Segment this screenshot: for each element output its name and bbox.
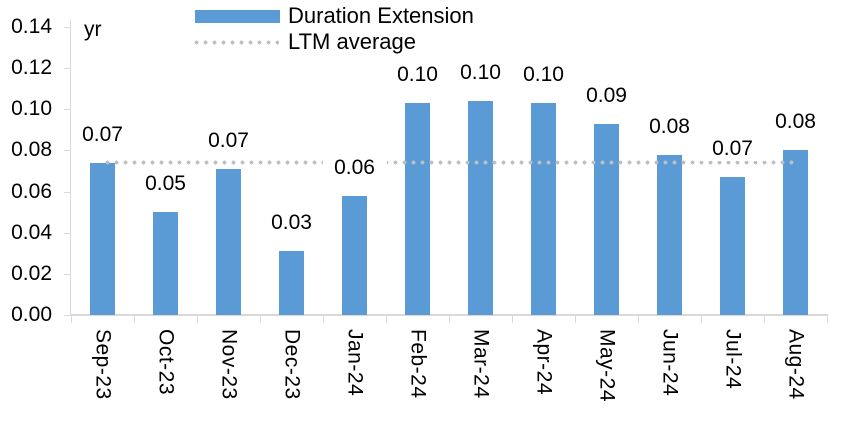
y-axis-tick-label: 0.02 [11, 261, 52, 285]
legend-bar-swatch [195, 9, 280, 23]
bar-apr-24 [531, 103, 556, 315]
y-axis-tick-label: 0.04 [11, 220, 52, 244]
bar-dec-23 [279, 251, 304, 315]
y-axis-tick-mark [64, 273, 71, 275]
bar-value-label: 0.07 [70, 122, 135, 147]
x-axis-category-label: Jan-24 [343, 329, 367, 397]
x-axis-tick-mark [134, 315, 135, 323]
y-axis-tick-mark [64, 150, 71, 152]
bar-mar-24 [468, 101, 493, 315]
x-axis-category-label: Jul-24 [721, 329, 745, 390]
bar-value-label: 0.08 [637, 114, 702, 139]
y-axis-tick-mark [64, 191, 71, 193]
x-axis-category-label: Jun-24 [658, 329, 682, 397]
y-axis-tick-mark [64, 109, 71, 111]
bar-jun-24 [657, 154, 682, 315]
y-axis-tick-label: 0.08 [11, 138, 52, 162]
legend-label-duration-extension: Duration Extension [288, 3, 474, 28]
ltm-average-line [102, 160, 796, 166]
y-axis-line [70, 20, 71, 315]
x-axis-category-label: Dec-23 [280, 329, 304, 400]
bar-value-label: 0.10 [385, 63, 450, 88]
bar-value-label: 0.03 [259, 211, 324, 236]
bar-oct-23 [153, 212, 178, 315]
bar-aug-24 [783, 150, 808, 315]
x-axis-category-label: Sep-23 [91, 329, 115, 400]
bar-sep-23 [90, 162, 115, 315]
x-axis-tick-mark [197, 315, 198, 323]
bar-value-label: 0.06 [322, 155, 387, 180]
bar-value-label: 0.09 [574, 83, 639, 108]
y-axis-tick-label: 0.14 [11, 15, 52, 38]
x-axis-category-label: Apr-24 [532, 329, 556, 396]
x-axis-category-label: Feb-24 [406, 329, 430, 399]
y-axis-unit-label: yr [84, 18, 102, 41]
bar-jul-24 [720, 177, 745, 315]
y-axis-tick-mark [64, 68, 71, 70]
legend-line-swatch [192, 39, 279, 45]
x-axis-tick-mark [449, 315, 450, 323]
x-axis-tick-mark [386, 315, 387, 323]
x-axis-tick-mark [260, 315, 261, 323]
x-axis-tick-mark [701, 315, 702, 323]
bar-value-label: 0.10 [511, 63, 576, 88]
x-axis-tick-mark [575, 315, 576, 323]
x-axis-tick-mark [512, 315, 513, 323]
y-axis-tick-mark [64, 232, 71, 234]
x-axis-category-label: Mar-24 [469, 329, 493, 399]
y-axis-tick-mark [64, 315, 71, 316]
legend-item-duration-extension: Duration Extension [195, 3, 474, 29]
bar-value-label: 0.10 [448, 61, 513, 86]
x-axis-tick-mark [638, 315, 639, 323]
x-axis-category-label: Oct-23 [154, 329, 178, 396]
y-axis-tick-label: 0.12 [11, 56, 52, 80]
bar-value-label: 0.05 [133, 172, 198, 197]
bar-may-24 [594, 123, 619, 315]
bar-value-label: 0.07 [196, 128, 261, 153]
x-axis-tick-mark [764, 315, 765, 323]
x-axis-category-label: May-24 [595, 329, 619, 403]
bar-nov-23 [216, 168, 241, 315]
y-axis-tick-label: 0.10 [11, 97, 52, 121]
bar-value-label: 0.08 [763, 110, 828, 135]
bar-feb-24 [405, 103, 430, 315]
bar-jan-24 [342, 195, 367, 315]
bar-value-label: 0.07 [700, 137, 765, 162]
legend-item-ltm-average: LTM average [192, 29, 416, 55]
x-axis-category-label: Aug-24 [784, 329, 808, 400]
y-axis-tick-label: 0.06 [11, 179, 52, 203]
x-axis-tick-mark [323, 315, 324, 323]
x-axis-category-label: Nov-23 [217, 329, 241, 400]
x-axis-tick-mark [827, 315, 828, 323]
legend-label-ltm-average: LTM average [288, 29, 416, 54]
y-axis-tick-label: 0.00 [11, 303, 52, 326]
y-axis-tick-mark [64, 27, 71, 28]
x-axis-tick-mark [71, 315, 72, 323]
